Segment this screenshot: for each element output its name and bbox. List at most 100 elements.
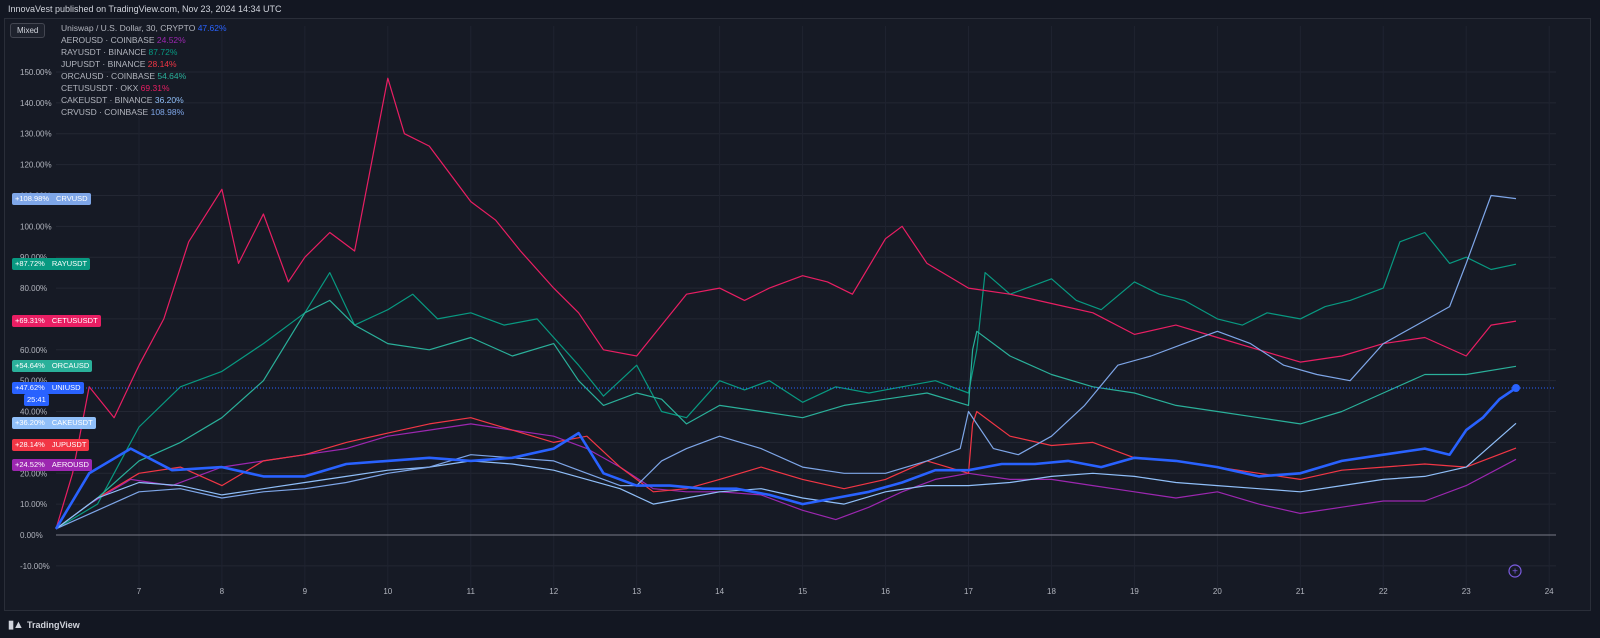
x-tick-label: 20 bbox=[1213, 587, 1222, 596]
scale-badge-aerousd: +24.52% AEROUSD bbox=[12, 459, 92, 472]
y-tick-label: 20.00% bbox=[20, 469, 47, 478]
badge-symbol: JUPUSDT bbox=[51, 440, 87, 450]
legend-label: Uniswap / U.S. Dollar, 30, CRYPTO bbox=[61, 23, 198, 33]
legend-row-aerousd[interactable]: AEROUSD · COINBASE 24.52% bbox=[61, 34, 227, 46]
badge-value: +28.14% bbox=[15, 440, 45, 450]
chart-svg[interactable]: 150.00% 140.00% 130.00% 120.00% 11 0.00% 100.0… bbox=[0, 0, 1600, 611]
x-tick-label: 9 bbox=[303, 587, 308, 596]
x-tick-label: 15 bbox=[798, 587, 807, 596]
badge-symbol: CRVUSD bbox=[56, 193, 88, 203]
y-tick-label: 50.00% bbox=[20, 377, 47, 386]
series-line-cetususdt bbox=[55, 77, 1517, 529]
badge-value: +108.98% bbox=[15, 193, 49, 203]
series-line-aerousd bbox=[55, 423, 1517, 530]
x-tick-label: 23 bbox=[1462, 587, 1471, 596]
footer-bar bbox=[0, 611, 1600, 638]
x-tick-label: 16 bbox=[881, 587, 890, 596]
badge-value: +36.20% bbox=[15, 418, 45, 428]
legend-value: 47.62% bbox=[197, 23, 227, 33]
series-line-cakeusdt bbox=[55, 422, 1517, 530]
y-tick-label: 100.00% bbox=[20, 222, 52, 231]
badge-symbol: CAKEUSDT bbox=[51, 418, 93, 428]
legend-row-crvusd[interactable]: CRVUSD · COINBASE 108.98% bbox=[61, 106, 227, 118]
legend-label: ORCAUSD · COINBASE bbox=[61, 71, 158, 81]
scale-badge-cakeusdt: +36.20% CAKEUSDT bbox=[12, 417, 96, 430]
add-icon-glyph: + bbox=[1512, 567, 1518, 578]
x-tick-label: 10 bbox=[383, 587, 392, 596]
y-tick-label: 130.00% bbox=[20, 130, 52, 139]
scale-badge-orcausd: +54.64% ORCAUSD bbox=[12, 360, 93, 373]
badge-value: +47.62% bbox=[15, 383, 45, 392]
legend-value: 108.98% bbox=[150, 107, 185, 117]
badge-symbol: UNIUSD bbox=[51, 383, 81, 392]
y-tick-label: 60.00% bbox=[20, 346, 47, 355]
x-tick-label: 7 bbox=[137, 587, 142, 596]
series-line-jupusdt bbox=[55, 410, 1517, 530]
x-tick-label: 22 bbox=[1379, 587, 1388, 596]
legend-row-uniusd[interactable]: Uniswap / U.S. Dollar, 30, CRYPTO 47.62% bbox=[61, 22, 227, 34]
scale-badge-jupusdt: +28.14% JUPUSDT bbox=[12, 439, 90, 452]
legend-value: 36.20% bbox=[154, 95, 184, 105]
series-line-crvusd bbox=[55, 194, 1517, 530]
y-tick-label: 10.00% bbox=[20, 500, 47, 509]
countdown-timer: 25:41 bbox=[24, 394, 49, 406]
legend-value: 28.14% bbox=[147, 59, 177, 69]
tradingview-brand[interactable]: ▮▲ TradingView bbox=[8, 618, 80, 631]
y-tick-label: 140.00% bbox=[20, 99, 52, 108]
legend-row-cetususdt[interactable]: CETUSUSDT · OKX 69.31% bbox=[61, 82, 227, 94]
y-tick-label: 90.00% bbox=[20, 253, 47, 262]
last-point-dot bbox=[1512, 384, 1520, 393]
scale-badge-crvusd: +108.98% CRVUSD bbox=[12, 192, 91, 205]
legend-value: 87.72% bbox=[148, 47, 178, 57]
scale-mode-button[interactable]: Mixed bbox=[10, 23, 46, 38]
legend-label: AEROUSD · COINBASE bbox=[61, 35, 157, 45]
legend-label: CETUSUSDT · OKX bbox=[61, 83, 141, 93]
tradingview-logo-icon: ▮▲ bbox=[8, 619, 24, 631]
y-tick-label: 40.00% bbox=[20, 408, 47, 417]
publish-header: InnovaVest published on TradingView.com,… bbox=[0, 0, 1600, 18]
scale-badge-rayusdt: +87.72% RAYUSDT bbox=[12, 258, 91, 271]
badge-symbol: CETUSUSDT bbox=[51, 316, 98, 326]
badge-value: +54.64% bbox=[15, 361, 45, 371]
legend-row-rayusdt[interactable]: RAYUSDT · BINANCE 87.72% bbox=[61, 46, 227, 58]
y-tick-label: 150.00% bbox=[20, 68, 52, 77]
y-tick-label: 120.00% bbox=[20, 161, 52, 170]
legend-value: 24.52% bbox=[156, 35, 186, 45]
legend-value: 69.31% bbox=[140, 83, 170, 93]
legend-label: CRVUSD · COINBASE bbox=[61, 107, 151, 117]
legend-row-cakeusdt[interactable]: CAKEUSDT · BINANCE 36.20% bbox=[61, 94, 227, 106]
x-tick-label: 18 bbox=[1047, 587, 1056, 596]
series-line-rayusdt bbox=[55, 231, 1517, 530]
legend-value: 54.64% bbox=[157, 71, 187, 81]
badge-symbol: RAYUSDT bbox=[51, 259, 88, 269]
y-tick-label: -10.00% bbox=[20, 562, 50, 571]
series-line-orcausd bbox=[55, 299, 1517, 530]
y-tick-label: 0.00% bbox=[20, 531, 43, 540]
x-tick-label: 14 bbox=[715, 587, 724, 596]
x-tick-label: 19 bbox=[1130, 587, 1139, 596]
legend-label: RAYUSDT · BINANCE bbox=[61, 47, 149, 57]
badge-symbol: AEROUSD bbox=[51, 460, 89, 470]
x-tick-label: 13 bbox=[632, 587, 641, 596]
x-tick-label: 17 bbox=[964, 587, 973, 596]
legend-label: CAKEUSDT · BINANCE bbox=[61, 95, 155, 105]
x-tick-label: 24 bbox=[1545, 587, 1554, 596]
add-icon bbox=[1508, 564, 1522, 578]
legend-row-jupusdt[interactable]: JUPUSDT · BINANCE 28.14% bbox=[61, 58, 227, 70]
badge-symbol: ORCAUSD bbox=[51, 361, 90, 371]
brand-label: TradingView bbox=[26, 619, 80, 630]
badge-value: +24.52% bbox=[15, 460, 45, 470]
legend-label: JUPUSDT · BINANCE bbox=[61, 59, 148, 69]
x-tick-label: 12 bbox=[549, 587, 558, 596]
series-line-uniusd bbox=[54, 386, 1517, 530]
y-tick-label: 80.00% bbox=[20, 284, 47, 293]
series-legend: Uniswap / U.S. Dollar, 30, CRYPTO 47.62%… bbox=[61, 22, 227, 118]
scale-badge-uniusd: +47.62% UNIUSD bbox=[12, 382, 84, 394]
chart-pane[interactable] bbox=[4, 18, 1591, 611]
x-tick-label: 21 bbox=[1296, 587, 1305, 596]
legend-row-orcausd[interactable]: ORCAUSD · COINBASE 54.64% bbox=[61, 70, 227, 82]
x-tick-label: 8 bbox=[220, 587, 225, 596]
badge-value: +69.31% bbox=[15, 316, 45, 326]
x-tick-label: 11 bbox=[467, 587, 476, 596]
badge-value: +87.72% bbox=[15, 259, 45, 269]
